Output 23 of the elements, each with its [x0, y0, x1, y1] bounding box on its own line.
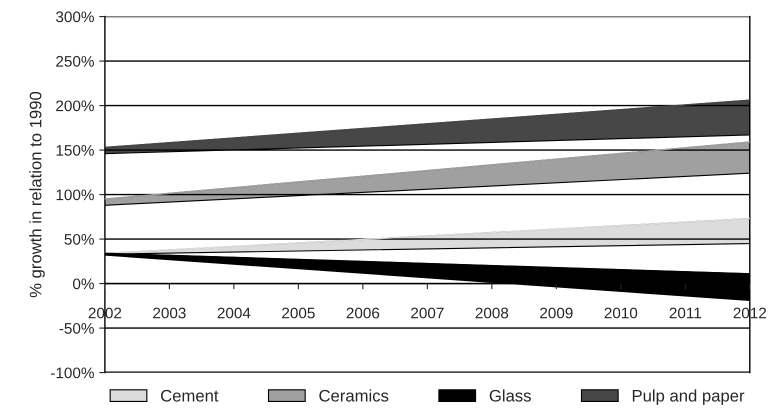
- legend-label: Pulp and paper: [632, 389, 744, 405]
- x-tick-label: 2007: [411, 308, 444, 318]
- x-tick-label: 2006: [346, 308, 380, 318]
- y-tick-label: 50%: [64, 234, 94, 245]
- y-tick-label: 150%: [56, 144, 94, 156]
- y-tick-label: 0%: [72, 278, 94, 290]
- y-tick-label: 250%: [56, 56, 94, 67]
- y-tick-label: -100%: [50, 367, 94, 378]
- x-tick-label: 2008: [476, 308, 508, 318]
- x-tick-label: 2010: [604, 308, 638, 318]
- y-tick-label: 300%: [56, 11, 94, 22]
- x-tick-label: 2003: [153, 308, 186, 318]
- y-tick-label: 200%: [56, 100, 94, 112]
- x-tick-label: 2005: [282, 308, 315, 318]
- y-tick-label: 100%: [56, 189, 94, 200]
- legend-label: Ceramics: [319, 389, 388, 402]
- legend-label: Glass: [490, 389, 531, 402]
- x-tick-label: 2011: [670, 308, 701, 318]
- x-tick-label: 2004: [218, 308, 250, 318]
- y-tick-label: -50%: [59, 322, 94, 334]
- x-tick-label: 2009: [540, 308, 573, 318]
- legend-label: Cement: [161, 390, 218, 402]
- y-axis-title: % growth in relation to 1990: [29, 92, 45, 298]
